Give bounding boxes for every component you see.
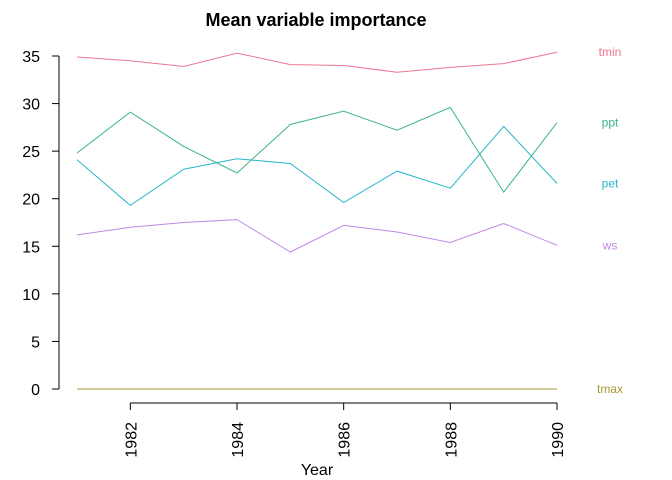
x-tick-label: 1990 — [550, 422, 567, 458]
x-tick-label: 1984 — [230, 422, 247, 458]
x-axis-label: Year — [301, 462, 334, 479]
series-label-ppt: ppt — [602, 116, 619, 130]
series-label-tmin: tmin — [599, 45, 622, 59]
y-tick-label: 5 — [31, 334, 40, 351]
x-tick-label: 1982 — [123, 422, 140, 458]
series-layer — [76, 51, 558, 390]
y-axis: 0 5 10 15 20 25 30 35 — [22, 49, 60, 399]
x-tick-label: 1988 — [443, 422, 460, 458]
y-tick-label: 15 — [22, 239, 40, 256]
y-tick-label: 10 — [22, 287, 40, 304]
series-label-tmax: tmax — [597, 382, 623, 396]
series-labels: tmin ppt pet ws tmax — [597, 45, 623, 396]
y-tick-label: 30 — [22, 97, 40, 114]
x-axis: 1982 1984 1986 1988 1990 — [123, 402, 567, 458]
y-tick-label: 25 — [22, 144, 40, 161]
y-tick-label: 20 — [22, 192, 40, 209]
series-line-ws — [76, 219, 558, 253]
series-line-tmin — [76, 51, 558, 73]
series-label-ws: ws — [602, 238, 618, 252]
chart-title: Mean variable importance — [205, 10, 426, 30]
series-line-ppt — [76, 106, 558, 193]
y-tick-label: 0 — [31, 382, 40, 399]
series-line-pet — [76, 125, 558, 207]
y-tick-label: 35 — [22, 49, 40, 66]
series-label-pet: pet — [602, 177, 619, 191]
x-tick-label: 1986 — [337, 422, 354, 458]
